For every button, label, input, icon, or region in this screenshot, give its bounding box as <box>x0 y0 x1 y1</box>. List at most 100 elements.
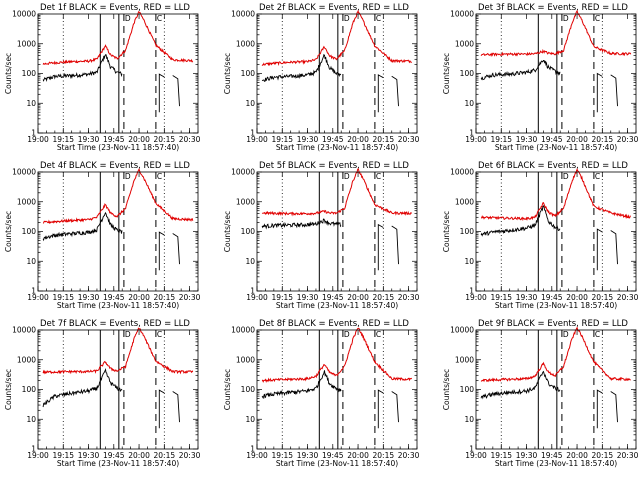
y-tick-label: 10000 <box>12 326 36 335</box>
lld-series-line <box>42 168 194 225</box>
y-tick-label: 100 <box>460 69 475 78</box>
events-series-line <box>480 370 561 400</box>
x-tick-label: 20:15 <box>592 451 614 460</box>
x-tick-label: 19:45 <box>322 135 344 144</box>
y-tick-label: 10000 <box>450 326 474 335</box>
marker-letter: C <box>157 330 162 339</box>
y-tick-label: 10 <box>245 99 255 108</box>
y-tick-label: 1000 <box>236 39 255 48</box>
x-tick-label: 20:30 <box>617 451 639 460</box>
x-tick-label: 20:15 <box>154 451 176 460</box>
panel-title: Det 3f BLACK = Events, RED = LLD <box>478 3 628 13</box>
y-tick-label: 10000 <box>450 10 474 19</box>
y-tick-label: 1000 <box>455 197 474 206</box>
x-tick-label: 20:00 <box>566 293 588 302</box>
y-axis-label: Counts/sec <box>223 369 232 410</box>
y-axis-label: Counts/sec <box>4 369 13 410</box>
marker-letter: C <box>595 14 600 23</box>
y-axis-label: Counts/sec <box>442 53 451 94</box>
lld-series-line <box>480 168 631 222</box>
x-tick-label: 19:30 <box>516 293 538 302</box>
y-tick-label: 10000 <box>231 10 255 19</box>
x-tick-label: 19:30 <box>78 451 100 460</box>
y-tick-label: 10 <box>464 415 474 424</box>
events-series-line <box>261 218 342 230</box>
y-tick-label: 1000 <box>455 355 474 364</box>
y-axis-label: Counts/sec <box>223 53 232 94</box>
marker-letter: C <box>376 14 381 23</box>
events-series-line <box>42 54 123 83</box>
x-tick-label: 19:00 <box>246 293 268 302</box>
marker-letter: D <box>125 172 131 181</box>
y-tick-label: 10 <box>245 415 255 424</box>
panel-title: Det 1f BLACK = Events, RED = LLD <box>40 3 190 13</box>
events-tail-segment <box>391 225 399 265</box>
x-tick-label: 20:15 <box>373 135 395 144</box>
events-series-line <box>261 53 342 82</box>
y-tick-label: 1000 <box>17 39 36 48</box>
plot-frame <box>37 13 199 134</box>
events-tail-segment <box>596 228 603 271</box>
y-tick-label: 100 <box>22 227 37 236</box>
x-axis-label: Start Time (23-Nov-11 18:57:40) <box>495 459 617 468</box>
panel-title: Det 5f BLACK = Events, RED = LLD <box>259 161 409 171</box>
marker-letter: D <box>125 14 131 23</box>
x-tick-label: 20:00 <box>566 135 588 144</box>
x-tick-label: 20:30 <box>617 293 639 302</box>
y-tick-label: 1000 <box>236 197 255 206</box>
lld-series-line <box>261 327 413 383</box>
marker-letter: C <box>157 14 162 23</box>
events-series-line <box>480 60 561 81</box>
marker-letter: D <box>563 172 569 181</box>
x-tick-label: 19:15 <box>490 451 512 460</box>
x-axis-label: Start Time (23-Nov-11 18:57:40) <box>57 143 179 152</box>
y-tick-label: 100 <box>22 385 37 394</box>
x-tick-label: 19:15 <box>52 135 74 144</box>
y-axis-label: Counts/sec <box>4 211 13 252</box>
x-tick-label: 20:00 <box>347 135 369 144</box>
x-axis-label: Start Time (23-Nov-11 18:57:40) <box>276 459 398 468</box>
x-tick-label: 19:30 <box>297 293 319 302</box>
marker-letter: D <box>563 330 569 339</box>
x-tick-label: 20:00 <box>128 451 150 460</box>
x-tick-label: 19:00 <box>27 135 49 144</box>
lld-series-line <box>480 326 631 383</box>
events-tail-segment <box>610 391 618 423</box>
y-tick-label: 10000 <box>231 326 255 335</box>
marker-letter: C <box>376 172 381 181</box>
x-tick-label: 19:15 <box>271 135 293 144</box>
y-tick-label: 10 <box>245 257 255 266</box>
x-tick-label: 20:00 <box>128 293 150 302</box>
x-tick-label: 20:00 <box>566 451 588 460</box>
x-tick-label: 19:00 <box>465 293 487 302</box>
panel-title: Det 9f BLACK = Events, RED = LLD <box>478 319 628 329</box>
plot-frame <box>256 171 418 292</box>
x-tick-label: 20:00 <box>347 451 369 460</box>
events-tail-segment <box>610 230 618 265</box>
x-tick-label: 19:30 <box>516 451 538 460</box>
x-tick-label: 20:15 <box>154 293 176 302</box>
y-tick-label: 10 <box>464 257 474 266</box>
y-tick-label: 1 <box>250 445 255 454</box>
y-tick-label: 10 <box>26 415 36 424</box>
events-tail-segment <box>596 389 603 429</box>
x-tick-label: 20:15 <box>373 293 395 302</box>
y-tick-label: 100 <box>241 227 256 236</box>
events-tail-segment <box>377 74 384 113</box>
x-tick-label: 20:00 <box>128 135 150 144</box>
x-tick-label: 19:00 <box>246 451 268 460</box>
events-tail-segment <box>391 75 399 107</box>
x-tick-label: 19:45 <box>322 451 344 460</box>
x-tick-label: 20:30 <box>617 135 639 144</box>
marker-letter: D <box>344 330 350 339</box>
x-tick-label: 20:30 <box>179 293 201 302</box>
x-tick-label: 19:30 <box>78 135 100 144</box>
marker-letter: D <box>125 330 131 339</box>
x-axis-label: Start Time (23-Nov-11 18:57:40) <box>57 301 179 310</box>
